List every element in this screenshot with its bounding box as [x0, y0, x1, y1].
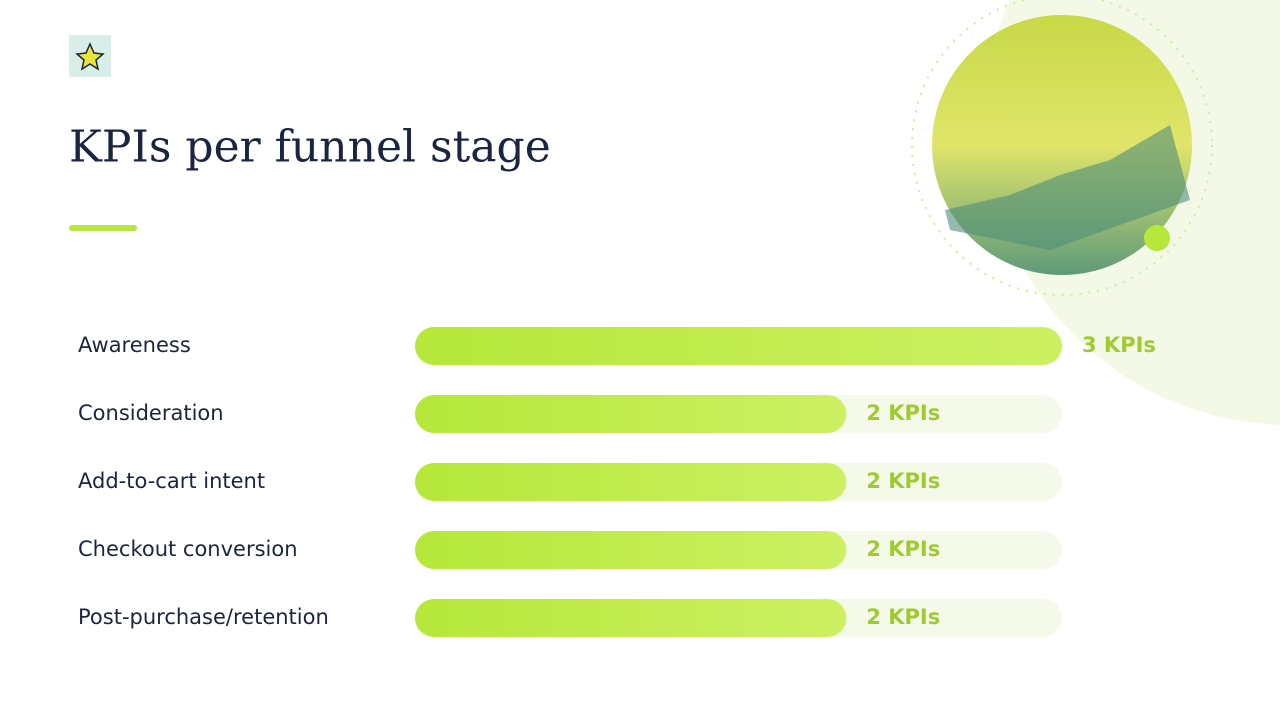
bar — [415, 531, 847, 569]
bar — [415, 327, 1062, 365]
decor-ring — [911, 0, 1213, 296]
illustration-funnels — [945, 125, 1190, 250]
value-label: 3 KPIs — [1082, 333, 1156, 357]
chart-title: KPIs per funnel stage — [69, 122, 551, 173]
value-label: 2 KPIs — [866, 401, 940, 425]
bar — [415, 395, 847, 433]
accent-line — [69, 225, 137, 231]
category-label: Awareness — [78, 333, 191, 357]
category-label: Post-purchase/retention — [78, 605, 329, 629]
logo-star — [75, 42, 105, 71]
category-label: Checkout conversion — [78, 537, 298, 561]
bar — [415, 599, 847, 637]
category-label: Consideration — [78, 401, 224, 425]
value-label: 2 KPIs — [866, 605, 940, 629]
category-label: Add-to-cart intent — [78, 469, 265, 493]
bar — [415, 463, 847, 501]
value-label: 2 KPIs — [866, 469, 940, 493]
value-label: 2 KPIs — [866, 537, 940, 561]
decor-dot — [1144, 225, 1170, 251]
